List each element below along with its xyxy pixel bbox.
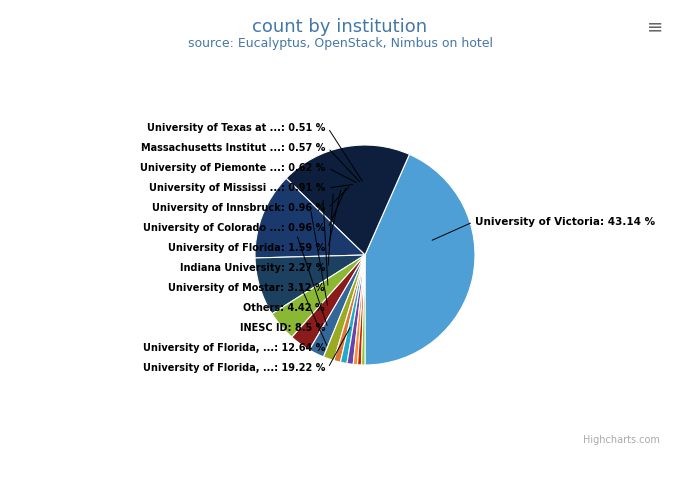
Text: University of Mississi ...: 0.91 %: University of Mississi ...: 0.91 % xyxy=(149,183,325,193)
Text: University of Florida, ...: 19.22 %: University of Florida, ...: 19.22 % xyxy=(143,363,325,373)
Wedge shape xyxy=(358,255,365,365)
Text: University of Innsbruck: 0.96 %: University of Innsbruck: 0.96 % xyxy=(152,203,325,213)
Text: University of Piemonte ...: 0.62 %: University of Piemonte ...: 0.62 % xyxy=(139,163,325,173)
Text: University of Victoria: 43.14 %: University of Victoria: 43.14 % xyxy=(475,217,655,227)
Text: University of Texas at ...: 0.51 %: University of Texas at ...: 0.51 % xyxy=(147,123,325,133)
Text: count by institution: count by institution xyxy=(252,18,428,36)
Wedge shape xyxy=(272,255,365,337)
Text: Highcharts.com: Highcharts.com xyxy=(583,435,660,445)
Wedge shape xyxy=(255,255,365,314)
Text: source: Eucalyptus, OpenStack, Nimbus on hotel: source: Eucalyptus, OpenStack, Nimbus on… xyxy=(188,38,492,51)
Text: Others: 4.42 %: Others: 4.42 % xyxy=(243,303,325,313)
Wedge shape xyxy=(347,255,365,364)
Text: Indiana University: 2.27 %: Indiana University: 2.27 % xyxy=(180,263,325,273)
Wedge shape xyxy=(286,145,409,255)
Wedge shape xyxy=(353,255,365,364)
Wedge shape xyxy=(324,255,365,360)
Text: Massachusetts Institut ...: 0.57 %: Massachusetts Institut ...: 0.57 % xyxy=(141,143,325,153)
Wedge shape xyxy=(334,255,365,362)
Text: University of Colorado ...: 0.96 %: University of Colorado ...: 0.96 % xyxy=(143,223,325,233)
Text: University of Mostar: 3.12 %: University of Mostar: 3.12 % xyxy=(169,283,325,293)
Wedge shape xyxy=(309,255,365,357)
Wedge shape xyxy=(255,178,365,258)
Wedge shape xyxy=(292,255,365,350)
Wedge shape xyxy=(365,154,475,365)
Wedge shape xyxy=(362,255,365,365)
Wedge shape xyxy=(341,255,365,364)
Text: University of Florida: 1.59 %: University of Florida: 1.59 % xyxy=(168,243,325,253)
Text: ≡: ≡ xyxy=(647,18,663,36)
Text: INESC ID: 8.5 %: INESC ID: 8.5 % xyxy=(239,323,325,333)
Text: University of Florida, ...: 12.64 %: University of Florida, ...: 12.64 % xyxy=(143,343,325,353)
